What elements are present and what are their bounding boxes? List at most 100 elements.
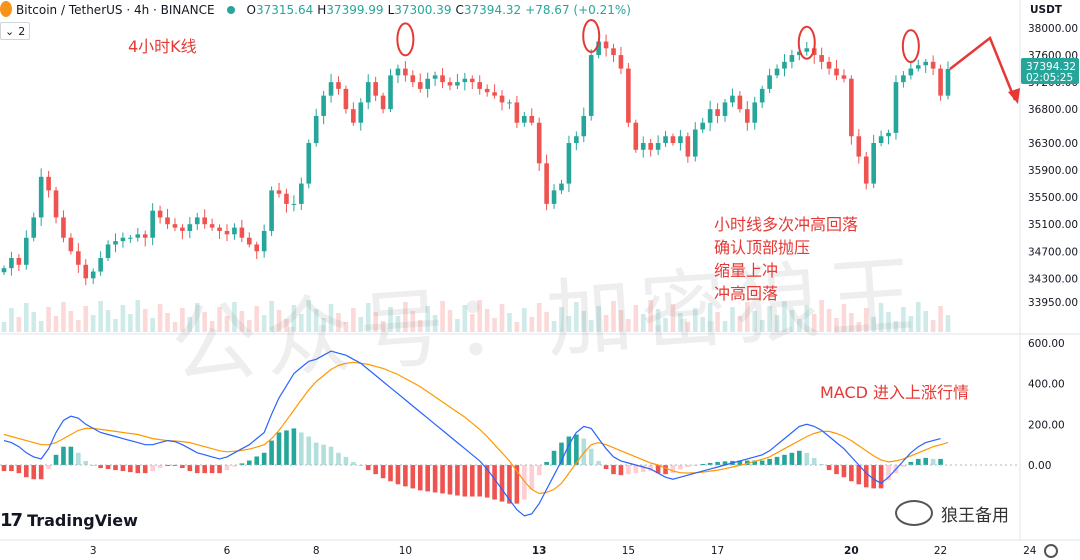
volume-bar <box>224 316 230 332</box>
volume-bar <box>128 314 133 332</box>
volume-bar <box>484 309 490 332</box>
peak-circle <box>797 25 816 60</box>
tradingview-logo[interactable]: 17 TradingView <box>0 510 138 531</box>
price-tick-label: 34300.00 <box>1028 273 1078 285</box>
macd-histogram-bar <box>871 465 876 489</box>
candle-body <box>566 143 572 184</box>
price-tick-label: 35500.00 <box>1028 192 1078 204</box>
macd-histogram-bar <box>745 460 750 465</box>
volume-bar <box>425 306 430 332</box>
volume-bar <box>9 308 14 332</box>
macd-histogram-bar <box>9 465 14 472</box>
time-tick-label: 17 <box>711 545 724 557</box>
volume-bar <box>514 322 520 332</box>
macd-histogram-bar <box>83 460 89 465</box>
volume-bars <box>1 300 951 332</box>
macd-tick-label: 600.00 <box>1028 338 1065 350</box>
price-tick-label: 35900.00 <box>1028 165 1078 177</box>
candle-body <box>886 132 891 137</box>
volume-bar <box>938 306 943 332</box>
peak-circle <box>901 29 920 64</box>
price-tick-label: 34700.00 <box>1028 246 1078 258</box>
candle-body <box>261 230 267 252</box>
macd-histogram-bar <box>477 465 483 497</box>
candle-body <box>618 55 624 69</box>
volume-bar <box>1 322 7 332</box>
candle-body <box>685 136 691 157</box>
macd-histogram-bar <box>202 465 207 474</box>
volume-bar <box>522 308 527 332</box>
volume-bar <box>752 311 758 332</box>
candle-body <box>142 234 148 238</box>
candle-body <box>841 75 847 79</box>
volume-bar <box>261 315 267 332</box>
candle-body <box>135 234 141 238</box>
volume-bar <box>180 308 185 332</box>
candle-body <box>351 109 356 123</box>
volume-bar <box>417 320 423 332</box>
macd-histogram-bar <box>484 465 490 498</box>
macd-histogram-bar <box>648 465 653 472</box>
volume-bar <box>499 304 505 332</box>
time-tick-label: 3 <box>90 545 97 557</box>
gear-icon[interactable] <box>1044 544 1058 558</box>
candle-body <box>61 217 66 238</box>
time-tick-label: 10 <box>399 545 412 557</box>
volume-bar <box>150 318 155 332</box>
chevron-down-icon: ⌄ <box>5 24 15 38</box>
price-tick-label: 36800.00 <box>1028 104 1078 116</box>
candle-body <box>908 68 914 76</box>
macd-histogram-bar <box>678 465 683 470</box>
volume-bar <box>574 302 579 332</box>
volume-bar <box>663 318 668 332</box>
volume-bar <box>388 307 393 332</box>
annotation-line-4: 冲高回落 <box>714 284 779 303</box>
volume-bar <box>477 300 483 332</box>
volume-bar <box>321 318 326 332</box>
macd-histogram-bar <box>469 465 475 497</box>
candle-body <box>165 217 170 225</box>
macd-histogram-bar <box>395 465 401 485</box>
candle-body <box>514 102 520 123</box>
macd-histogram-bar <box>76 452 81 465</box>
volume-bar <box>915 302 921 332</box>
volume-bar <box>640 314 646 332</box>
volume-bar <box>351 308 356 332</box>
time-tick-label: 20 <box>844 545 859 557</box>
volume-bar <box>923 311 929 332</box>
macd-histogram-bar <box>113 465 118 471</box>
macd-tick-label: 400.00 <box>1028 379 1065 391</box>
macd-histogram-bar <box>901 465 906 468</box>
candle-body <box>224 230 230 235</box>
macd-histogram-bar <box>98 465 103 469</box>
volume-bar <box>254 306 260 332</box>
candle-body <box>180 227 185 231</box>
candle-body <box>202 217 207 225</box>
volume-bar <box>715 312 720 332</box>
candle-body <box>425 78 430 89</box>
macd-histogram-bar <box>53 454 59 465</box>
candle-body <box>559 183 564 191</box>
candle-body <box>663 136 668 144</box>
macd-histogram-bar <box>655 465 661 474</box>
indicator-collapse-button[interactable]: ⌄ 2 <box>0 22 31 40</box>
macd-histogram-bar <box>834 465 839 475</box>
macd-histogram-bar <box>878 465 884 489</box>
candle-body <box>239 227 245 238</box>
macd-histogram-bar <box>707 462 713 465</box>
candle-body <box>187 224 193 231</box>
volume-bar <box>410 311 416 332</box>
macd-histogram-bar <box>403 465 408 487</box>
close-value: 37394.32 <box>463 3 522 17</box>
volume-bar <box>313 309 319 332</box>
volume-bar <box>358 317 364 332</box>
open-value: 37315.64 <box>256 3 314 17</box>
candle-body <box>551 190 557 204</box>
candle-body <box>31 217 37 238</box>
macd-histogram-bar <box>663 465 668 475</box>
time-tick-label: 13 <box>532 545 547 557</box>
candle-body <box>707 109 713 123</box>
macd-histogram-bar <box>611 465 616 475</box>
symbol-title[interactable]: Bitcoin / TetherUS · 4h · BINANCE <box>16 3 215 17</box>
